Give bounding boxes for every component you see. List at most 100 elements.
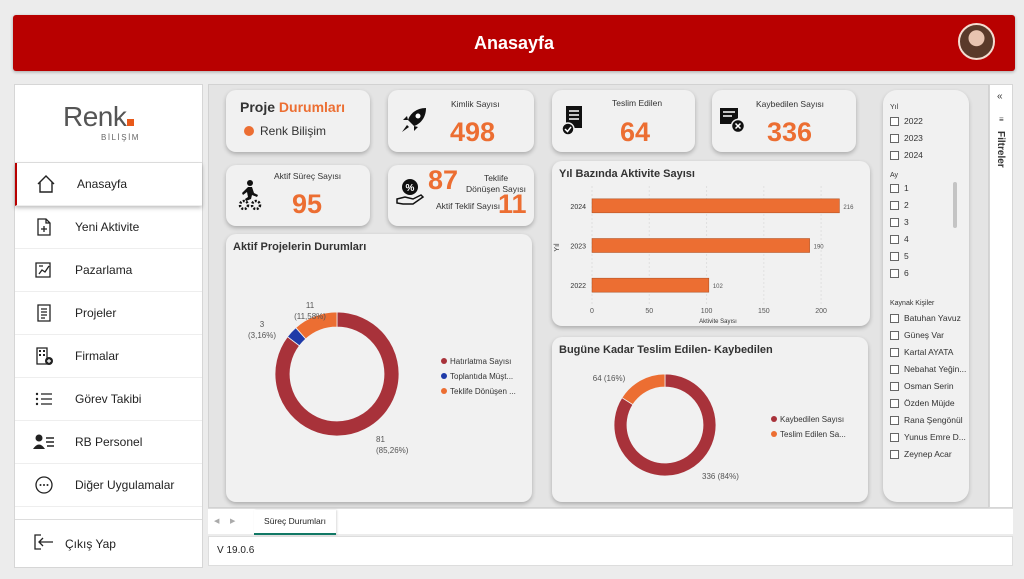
active-projects-card: Aktif Projelerin Durumları 81 (85,26%) 3 (3…: [226, 234, 532, 502]
y-tick-label: 2024: [570, 204, 586, 211]
checkbox[interactable]: [890, 432, 899, 442]
bar-chart-title: Yıl Bazında Aktivite Sayısı: [559, 168, 695, 180]
nav-item-anasayfa[interactable]: Anasayfa: [15, 163, 202, 206]
checkbox[interactable]: [890, 415, 899, 425]
checkbox[interactable]: [890, 449, 899, 459]
aktif-teklif-value: 11: [498, 189, 527, 219]
month-option[interactable]: 1: [890, 183, 909, 193]
tab-next-icon[interactable]: ▶: [230, 518, 236, 525]
x-tick-label: 200: [815, 308, 827, 315]
month-filter-title: Ay: [890, 172, 899, 179]
month-option[interactable]: 3: [890, 217, 909, 227]
year-option[interactable]: 2022: [890, 116, 923, 126]
bar: [591, 277, 710, 293]
legend-label: Teslim Edilen Sa...: [780, 430, 846, 439]
nav-label: Diğer Uygulamalar: [75, 478, 175, 492]
month-option[interactable]: 5: [890, 251, 909, 261]
user-avatar[interactable]: [958, 23, 995, 60]
task-list-icon: [33, 388, 55, 410]
collapse-icon[interactable]: «: [997, 91, 1003, 102]
data-label: 11: [306, 301, 315, 310]
checkbox[interactable]: [890, 116, 899, 126]
home-icon: [35, 173, 57, 195]
checkbox[interactable]: [890, 200, 899, 210]
kpi-aktif-surec-card: Aktif Süreç Sayısı 95: [226, 165, 370, 226]
person-option[interactable]: Nebahat Yeğin...: [890, 364, 966, 374]
y-tick-label: 2022: [570, 283, 586, 290]
checkbox[interactable]: [890, 313, 899, 323]
nav-item-pazarlama[interactable]: Pazarlama: [15, 249, 202, 292]
person-option[interactable]: Özden Müjde: [890, 398, 955, 408]
logout-button[interactable]: Çıkış Yap: [15, 519, 202, 567]
checkbox[interactable]: [890, 268, 899, 278]
year-option[interactable]: 2024: [890, 150, 923, 160]
teslim-value: 64: [620, 117, 651, 147]
version-footer: V 19.0.6: [208, 536, 1013, 566]
document-list-icon: [33, 302, 55, 324]
data-label: 3: [260, 320, 265, 329]
nav-item-diger-uygulamalar[interactable]: Diğer Uygulamalar: [15, 464, 202, 507]
checkbox[interactable]: [890, 364, 899, 374]
month-option[interactable]: 2: [890, 200, 909, 210]
x-axis-label: Aktivite Sayısı: [699, 319, 737, 325]
y-axis-label: Yıl: [554, 243, 561, 252]
sidebar: Renk BİLİŞİM Anasayfa Yeni Aktivite Paza…: [14, 84, 203, 568]
person-option[interactable]: Kartal AYATA: [890, 347, 953, 357]
nav-item-firmalar[interactable]: Firmalar: [15, 335, 202, 378]
legend-marker: [441, 358, 447, 364]
nav-label: Anasayfa: [77, 177, 128, 191]
kaybedilen-label: Kaybedilen Sayısı: [756, 99, 825, 109]
x-tick-label: 100: [701, 308, 713, 315]
checkbox[interactable]: [890, 251, 899, 261]
nav-label: Yeni Aktivite: [75, 220, 140, 234]
data-label: 64 (16%): [593, 374, 626, 383]
nav-item-gorev-takibi[interactable]: Görev Takibi: [15, 378, 202, 421]
person-option[interactable]: Osman Serin: [890, 381, 954, 391]
more-circle-icon: [33, 474, 55, 496]
delivered-lost-card: Bugüne Kadar Teslim Edilen- Kaybedilen 3…: [552, 337, 868, 502]
person-option[interactable]: Zeynep Acar: [890, 449, 952, 459]
status-dot: [244, 126, 254, 136]
document-cancel-icon: [718, 106, 748, 139]
person-option[interactable]: Batuhan Yavuz: [890, 313, 961, 323]
legend-label: Kaybedilen Sayısı: [780, 415, 844, 424]
legend-marker: [771, 431, 777, 437]
logout-label: Çıkış Yap: [65, 536, 116, 551]
tab-surec-durumlari[interactable]: Süreç Durumları: [254, 510, 336, 535]
year-option[interactable]: 2023: [890, 133, 923, 143]
person-gears-icon: [236, 179, 264, 216]
person-option[interactable]: Güneş Var: [890, 330, 944, 340]
person-option[interactable]: Yunus Emre D...: [890, 432, 966, 442]
checkbox[interactable]: [890, 347, 899, 357]
legend-marker: [441, 388, 447, 394]
project-card-title-b: Durumları: [278, 99, 346, 115]
month-option[interactable]: 6: [890, 268, 909, 278]
nav-item-yeni-aktivite[interactable]: Yeni Aktivite: [15, 206, 202, 249]
checkbox[interactable]: [890, 398, 899, 408]
data-label: (11,58%): [294, 312, 326, 321]
checkbox[interactable]: [890, 234, 899, 244]
nav-item-projeler[interactable]: Projeler: [15, 292, 202, 335]
document-check-icon: [561, 104, 587, 141]
donut-slice: [613, 373, 717, 477]
checkbox[interactable]: [890, 150, 899, 160]
project-card-title-a: Proje: [240, 99, 279, 115]
checkbox[interactable]: [890, 330, 899, 340]
data-label: (3,16%): [248, 331, 276, 340]
checkbox[interactable]: [890, 381, 899, 391]
month-option[interactable]: 4: [890, 234, 909, 244]
donut-chart-active-projects: 81 (85,26%) 3 (3,16%) 11 (11,58%) Hatırlatma S…: [248, 301, 516, 455]
aktif-surec-label: Aktif Süreç Sayısı: [274, 171, 342, 181]
person-option[interactable]: Rana Şengönül: [890, 415, 963, 425]
checkbox[interactable]: [890, 183, 899, 193]
legend-label: Hatırlatma Sayısı: [450, 357, 511, 366]
filters-pane[interactable]: « ≡ Filtreler: [989, 84, 1013, 508]
checkbox[interactable]: [890, 217, 899, 227]
data-label: (85,26%): [376, 446, 409, 455]
checkbox[interactable]: [890, 133, 899, 143]
year-filter-title: Yıl: [890, 104, 899, 111]
nav-item-rb-personel[interactable]: RB Personel: [15, 421, 202, 464]
month-scrollbar[interactable]: [953, 182, 957, 228]
tab-prev-icon[interactable]: ◀: [214, 518, 220, 525]
aktif-surec-value: 95: [292, 189, 323, 219]
